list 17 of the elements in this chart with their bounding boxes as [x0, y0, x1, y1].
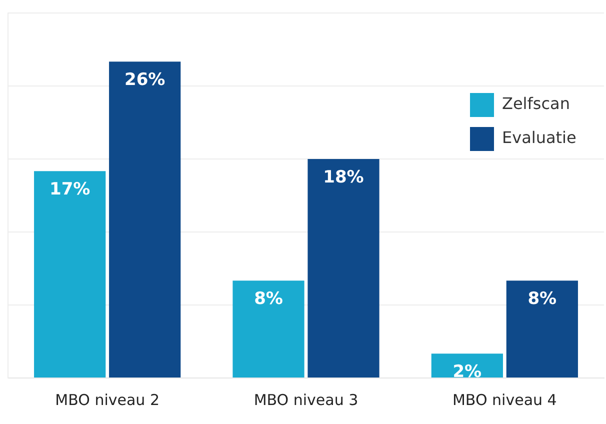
- data-label: 17%: [49, 180, 90, 200]
- data-label: 18%: [323, 167, 364, 188]
- bar: [34, 171, 106, 378]
- bar: [308, 159, 380, 378]
- data-label: 2%: [452, 362, 482, 382]
- data-label: 8%: [254, 289, 283, 310]
- data-label: 8%: [528, 289, 557, 310]
- bar: [506, 280, 578, 378]
- x-tick-label: MBO niveau 4: [452, 390, 557, 409]
- legend-label: Zelfscan: [502, 94, 570, 114]
- bar: [431, 354, 503, 378]
- x-tick-label: MBO niveau 2: [55, 390, 160, 409]
- bar: [109, 62, 181, 378]
- legend-label: Evaluatie: [502, 128, 576, 148]
- x-tick-label: MBO niveau 3: [254, 390, 358, 409]
- data-label: 26%: [124, 70, 166, 90]
- bar: [232, 280, 304, 378]
